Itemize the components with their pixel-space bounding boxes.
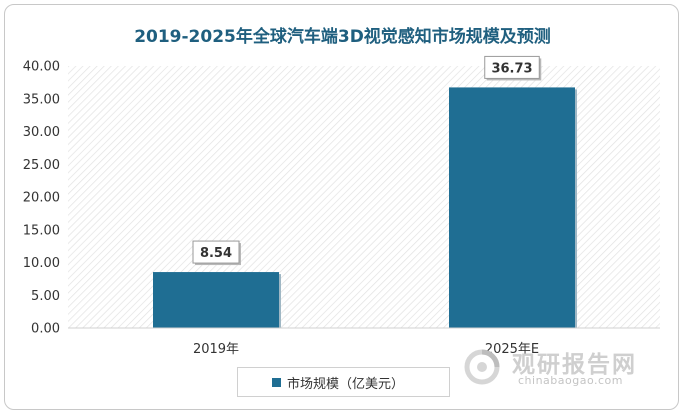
x-tick-label: 2019年 bbox=[193, 342, 239, 357]
x-tick-label: 2025年E bbox=[485, 342, 539, 357]
y-axis: 0.00 5.00 10.00 15.00 20.00 25.00 30.00 35.00 40… bbox=[23, 60, 60, 337]
y-tick-label: 5.00 bbox=[31, 289, 60, 304]
watermark-logo-icon bbox=[464, 349, 500, 385]
y-tick-label: 25.00 bbox=[23, 158, 60, 173]
y-tick-label: 40.00 bbox=[23, 60, 60, 75]
y-tick-label: 0.00 bbox=[31, 322, 60, 337]
y-tick-label: 10.00 bbox=[23, 256, 60, 271]
chart-title: 2019-2025年全球汽车端3D视觉感知市场规模及预测 bbox=[134, 27, 551, 47]
bar bbox=[153, 272, 279, 328]
legend: 市场规模（亿美元） bbox=[237, 367, 450, 397]
legend-label: 市场规模（亿美元） bbox=[287, 376, 405, 392]
legend-swatch bbox=[272, 377, 281, 387]
watermark: 观研报告网 chinabaogao.com bbox=[462, 345, 662, 395]
y-tick-label: 20.00 bbox=[23, 191, 60, 206]
data-label-box bbox=[192, 240, 240, 264]
y-tick-label: 15.00 bbox=[23, 223, 60, 238]
y-tick-label: 30.00 bbox=[23, 125, 60, 140]
bar bbox=[449, 87, 575, 328]
data-label-box bbox=[484, 55, 540, 79]
watermark-en: chinabaogao.com bbox=[518, 374, 623, 387]
watermark-cn: 观研报告网 bbox=[512, 352, 637, 378]
x-axis: 2019年 2025年E bbox=[193, 342, 539, 357]
data-label: 36.73 bbox=[491, 61, 532, 76]
bars: 8.54 36.73 bbox=[153, 55, 577, 328]
data-label: 8.54 bbox=[200, 246, 232, 261]
y-tick-label: 35.00 bbox=[23, 92, 60, 107]
